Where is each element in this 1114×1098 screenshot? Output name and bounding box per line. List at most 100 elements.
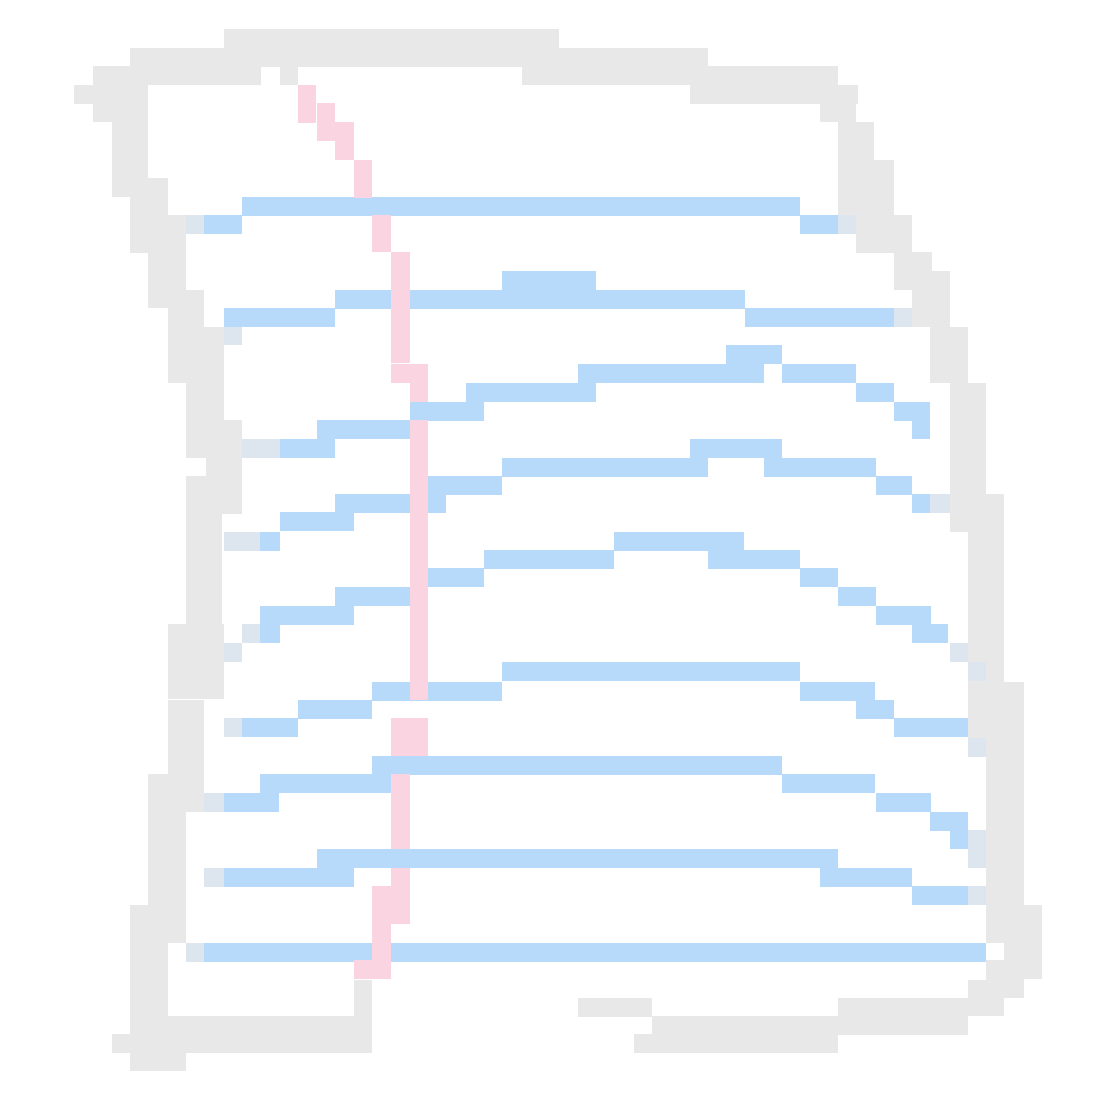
rule-segment-39 xyxy=(800,682,875,701)
rule-segment-5 xyxy=(224,308,335,327)
rule-segment-1 xyxy=(204,215,242,234)
margin-line xyxy=(298,85,428,979)
outline-block-29 xyxy=(168,624,224,699)
margin-segment-8 xyxy=(410,420,428,700)
margin-segment-13 xyxy=(372,924,391,961)
margin-segment-2 xyxy=(335,122,354,160)
outline-block-47 xyxy=(652,1016,968,1035)
outline-block-5 xyxy=(74,85,148,104)
outline-block-26 xyxy=(950,494,1004,532)
outline-block-23 xyxy=(186,420,242,458)
outline-block-24 xyxy=(206,458,242,477)
rule-segment-4 xyxy=(335,290,745,309)
rule-segment-13 xyxy=(894,402,930,421)
outline-block-28 xyxy=(968,532,1004,682)
outline-shadow-pixels xyxy=(186,215,986,962)
outline-block-34 xyxy=(148,812,186,906)
margin-segment-10 xyxy=(391,774,410,849)
rule-segment-20 xyxy=(428,476,502,495)
outline-block-30 xyxy=(968,682,1024,738)
outline-block-1 xyxy=(130,48,708,67)
rule-segment-0 xyxy=(242,197,800,216)
outline-block-33 xyxy=(148,774,204,812)
rule-segment-17 xyxy=(690,439,782,458)
shadow-pixel-2 xyxy=(894,308,912,327)
rule-segment-30 xyxy=(800,568,838,587)
shadow-pixel-1 xyxy=(838,215,856,234)
outline-block-43 xyxy=(186,1016,354,1035)
rule-segment-46 xyxy=(782,774,875,793)
rule-segment-6 xyxy=(745,308,894,327)
rule-segment-52 xyxy=(224,868,354,887)
shadow-pixel-10 xyxy=(968,662,986,681)
shadow-pixel-4 xyxy=(242,439,280,458)
outline-block-11 xyxy=(130,178,168,216)
rule-segment-15 xyxy=(317,420,410,439)
rule-segment-45 xyxy=(260,774,391,793)
outline-block-36 xyxy=(130,905,186,943)
rule-segment-40 xyxy=(298,700,372,719)
outline-block-21 xyxy=(186,364,224,420)
margin-segment-7 xyxy=(410,383,428,402)
rule-segment-23 xyxy=(912,494,930,513)
shadow-pixel-11 xyxy=(224,718,242,737)
rule-segment-41 xyxy=(856,700,894,719)
rule-segment-12 xyxy=(410,402,484,421)
rule-segment-18 xyxy=(502,458,708,477)
outline-block-14 xyxy=(856,215,912,253)
margin-segment-9 xyxy=(391,718,428,756)
outline-block-27 xyxy=(186,512,222,624)
outline-block-12 xyxy=(838,160,894,216)
outline-block-42 xyxy=(130,1016,186,1071)
margin-segment-0 xyxy=(298,85,316,123)
shadow-pixel-7 xyxy=(242,624,260,643)
margin-segment-1 xyxy=(317,103,335,141)
rule-lines xyxy=(204,197,986,962)
rule-segment-44 xyxy=(372,756,782,775)
rule-segment-31 xyxy=(335,587,410,606)
rule-segment-8 xyxy=(578,364,764,383)
rule-segment-35 xyxy=(260,624,280,643)
rule-segment-24 xyxy=(280,512,354,531)
rule-segment-32 xyxy=(838,587,876,606)
outline-block-46 xyxy=(838,998,968,1017)
shadow-pixel-0 xyxy=(186,215,204,234)
margin-segment-3 xyxy=(354,160,372,198)
rule-segment-3 xyxy=(502,271,596,290)
shadow-pixel-6 xyxy=(224,532,260,551)
outline-block-45 xyxy=(578,998,652,1017)
rule-segment-37 xyxy=(502,662,800,681)
outline-block-20 xyxy=(930,327,968,383)
outline-block-32 xyxy=(986,738,1024,906)
shadow-pixel-3 xyxy=(224,327,242,345)
rule-segment-47 xyxy=(224,793,279,812)
rule-segment-21 xyxy=(876,476,912,495)
rule-segment-36 xyxy=(912,624,948,643)
outline-block-40 xyxy=(968,980,1004,1016)
shadow-pixel-9 xyxy=(950,643,968,662)
paper-outline xyxy=(74,29,1042,1071)
rule-segment-38 xyxy=(372,682,502,701)
outline-block-2 xyxy=(93,66,261,85)
margin-segment-11 xyxy=(391,868,410,887)
rule-segment-19 xyxy=(764,458,876,477)
rule-segment-55 xyxy=(204,943,986,962)
rule-segment-43 xyxy=(894,718,968,737)
rule-segment-14 xyxy=(912,420,930,439)
rule-segment-49 xyxy=(930,812,968,831)
shadow-pixel-14 xyxy=(968,830,986,868)
outline-block-31 xyxy=(168,700,204,775)
outline-block-35 xyxy=(986,905,1042,943)
shadow-pixel-17 xyxy=(186,943,204,962)
shadow-pixel-15 xyxy=(204,868,224,887)
shadow-pixel-12 xyxy=(968,738,986,757)
margin-segment-14 xyxy=(354,960,391,979)
rule-segment-33 xyxy=(260,606,354,625)
shadow-pixel-13 xyxy=(204,793,224,812)
margin-segment-12 xyxy=(372,886,410,924)
rule-segment-54 xyxy=(912,886,968,905)
outline-block-25 xyxy=(186,476,242,514)
rule-segment-2 xyxy=(800,215,838,234)
